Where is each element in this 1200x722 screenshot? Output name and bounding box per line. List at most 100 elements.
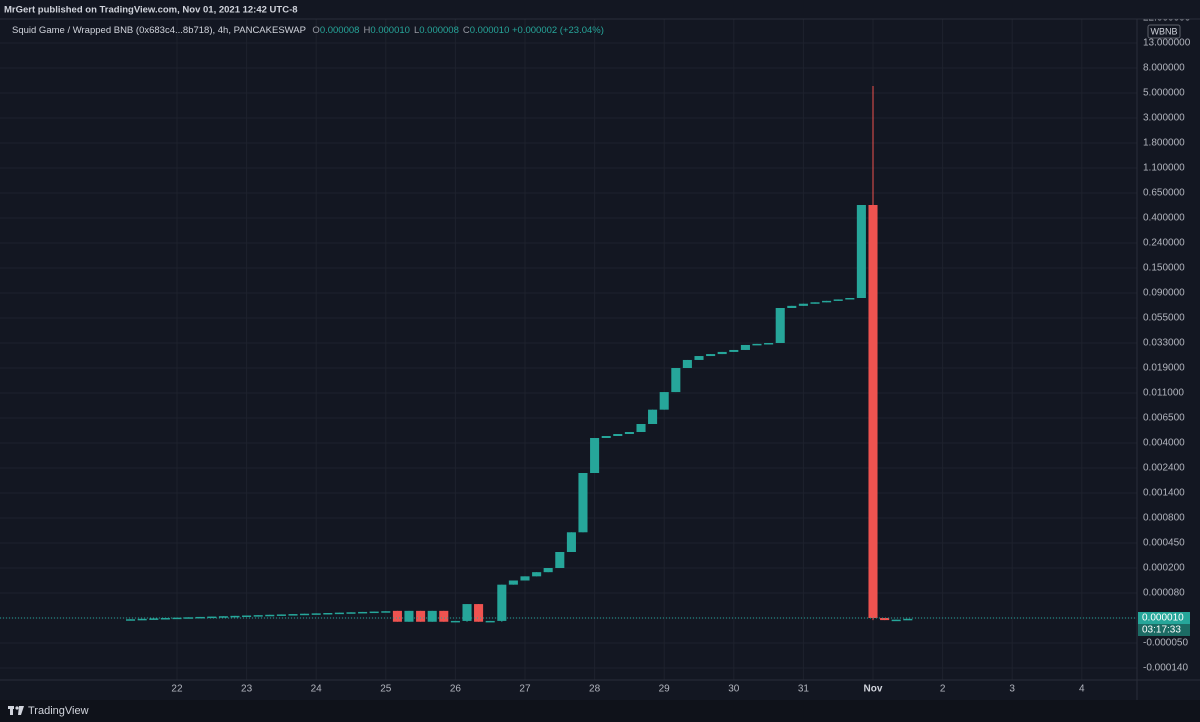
- ohlc-value: 0.000010: [370, 25, 410, 36]
- candle-body: [798, 303, 808, 306]
- y-tick-label: 0.055000: [1143, 313, 1185, 324]
- candle-body: [543, 568, 553, 573]
- x-tick-label: 4: [1079, 684, 1085, 695]
- candle-body: [137, 618, 147, 621]
- candle-body: [369, 611, 379, 614]
- ohlc-values: O0.000008 H0.000010 L0.000008 C0.000010: [308, 25, 512, 36]
- logo-part: [10, 706, 13, 715]
- candle-body: [160, 618, 170, 620]
- candle-body: [404, 610, 414, 622]
- candle-body: [230, 615, 240, 618]
- currency: WBNB: [1151, 26, 1178, 36]
- y-tick-label: 0.240000: [1143, 238, 1185, 249]
- y-tick-label: 8.000000: [1143, 63, 1185, 74]
- candle-body: [392, 610, 402, 622]
- candle-body: [845, 298, 855, 300]
- x-tick-label: 27: [519, 684, 531, 695]
- ohlc-label: H: [363, 25, 371, 36]
- candle-body: [624, 432, 634, 434]
- chart-title: MrGert published on TradingView.com, Nov…: [4, 5, 298, 16]
- x-tick-label: 24: [311, 684, 323, 695]
- header-bar: [0, 0, 1200, 19]
- candle-body: [242, 615, 252, 617]
- candle-body: [358, 611, 368, 614]
- y-tick-label: 0.006500: [1143, 413, 1185, 424]
- candle-body: [810, 302, 820, 304]
- candle-body: [172, 617, 182, 620]
- candle-body: [903, 618, 913, 621]
- x-tick-label: 2: [940, 684, 946, 695]
- y-tick-label: 3.000000: [1143, 113, 1185, 124]
- x-tick-label: 3: [1009, 684, 1015, 695]
- y-tick-label: 1.800000: [1143, 138, 1185, 149]
- ohlc-value: 0.000010: [469, 25, 510, 36]
- x-tick-label: 23: [241, 684, 253, 695]
- y-tick-label: 0.000080: [1143, 588, 1185, 599]
- last-price-box: [1138, 612, 1190, 624]
- candle-body: [578, 473, 588, 533]
- candle-body: [764, 343, 774, 345]
- y-tick-label: 0.033000: [1143, 338, 1185, 349]
- candle-body: [334, 612, 344, 615]
- y-tick-label: 0.000200: [1143, 563, 1185, 574]
- candle-body: [729, 349, 739, 352]
- y-tick-label: -0.000140: [1143, 663, 1188, 674]
- candle-body: [752, 343, 762, 346]
- candle-body: [682, 359, 692, 368]
- ohlc-value: 0.000008: [419, 25, 459, 36]
- candle-body: [775, 308, 785, 343]
- candle-body: [253, 615, 263, 617]
- countdown-box: [1138, 624, 1190, 636]
- countdown: 03:17:33: [1142, 625, 1181, 636]
- candle-body: [149, 618, 159, 620]
- logo-part: [18, 706, 24, 715]
- candles: [0, 86, 1137, 623]
- candle-body: [300, 613, 310, 616]
- candle-body: [508, 580, 518, 585]
- x-tick-label: 28: [589, 684, 601, 695]
- candle-body: [195, 616, 205, 619]
- candle-body: [706, 354, 716, 357]
- change: +0.000002 (+23.04%): [512, 25, 604, 36]
- candle-body: [439, 610, 449, 622]
- candle-body: [288, 614, 298, 616]
- y-tick-label: 0.150000: [1143, 263, 1185, 274]
- candle-body: [485, 620, 495, 623]
- x-tick-label: 31: [798, 684, 810, 695]
- ohlc-label: C: [462, 25, 470, 36]
- candle-body: [659, 392, 669, 410]
- ohlc-label: O: [312, 25, 320, 36]
- footer-bar: [0, 700, 1200, 722]
- y-tick-label: 0.000450: [1143, 538, 1185, 549]
- x-tick-label: 26: [450, 684, 462, 695]
- candle-body: [474, 604, 484, 622]
- candle-body: [276, 614, 286, 616]
- candle-body: [891, 619, 901, 622]
- y-tick-label: 0.400000: [1143, 213, 1185, 224]
- x-tick-label: 22: [171, 684, 183, 695]
- x-tick-label: Nov: [864, 684, 883, 695]
- y-tick-label: 0.019000: [1143, 363, 1185, 374]
- x-tick-label: 29: [659, 684, 671, 695]
- candle-body: [717, 351, 727, 355]
- y-tick-label: 1.100000: [1143, 163, 1185, 174]
- candle-body: [311, 613, 321, 615]
- ohlc-label: L: [413, 25, 420, 36]
- footer-logo: [8, 706, 24, 715]
- candle-body: [787, 305, 797, 308]
- ohlc-value: 0.000008: [319, 25, 360, 36]
- candle-body: [833, 299, 843, 301]
- candle-body: [880, 618, 890, 621]
- currency-box: [1147, 24, 1181, 39]
- y-tick-label: -0.000050: [1143, 638, 1188, 649]
- y-tick-label: 5.000000: [1143, 88, 1185, 99]
- candle-body: [868, 205, 878, 618]
- y-tick-label: 0.090000: [1143, 288, 1185, 299]
- candle-body: [636, 424, 646, 432]
- candle-body: [590, 438, 600, 473]
- candle-body: [416, 610, 426, 622]
- candle-body: [532, 572, 542, 577]
- y-tick-label: 0.000800: [1143, 513, 1185, 524]
